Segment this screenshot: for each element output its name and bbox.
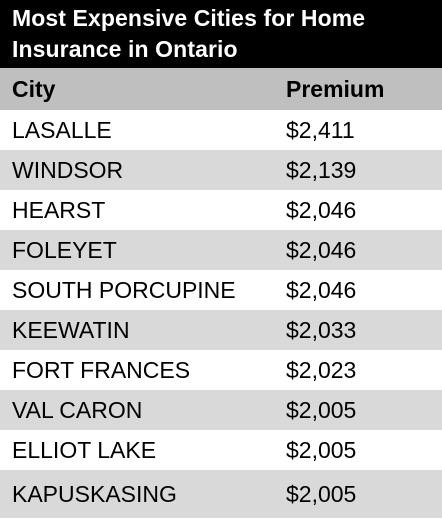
table-row: LASALLE $2,411	[0, 110, 442, 150]
city-cell: ELLIOT LAKE	[12, 436, 157, 463]
premium-cell: $2,046	[286, 276, 357, 303]
city-cell: WINDSOR	[12, 156, 124, 183]
city-cell: SOUTH PORCUPINE	[12, 276, 236, 303]
city-cell: KEEWATIN	[12, 316, 130, 343]
city-cell: HEARST	[12, 196, 106, 223]
table-row: KAPUSKASING $2,005	[0, 470, 442, 518]
table-row: SOUTH PORCUPINE $2,046	[0, 270, 442, 310]
premium-cell: $2,005	[286, 480, 357, 507]
premium-cell: $2,033	[286, 316, 357, 343]
city-cell: VAL CARON	[12, 396, 143, 423]
city-cell: KAPUSKASING	[12, 480, 177, 507]
table-row: FOLEYET $2,046	[0, 230, 442, 270]
premium-cell: $2,411	[286, 116, 355, 143]
table-header-row: City Premium	[0, 68, 442, 110]
premium-cell: $2,023	[286, 356, 357, 383]
city-cell: LASALLE	[12, 116, 112, 143]
table-title-line-2: Insurance in Ontario	[12, 36, 238, 62]
table-row: WINDSOR $2,139	[0, 150, 442, 190]
premium-cell: $2,139	[286, 156, 357, 183]
header-city: City	[12, 75, 56, 102]
premium-cell: $2,046	[286, 196, 357, 223]
premium-cell: $2,046	[286, 236, 357, 263]
premium-cell: $2,005	[286, 396, 357, 423]
header-premium: Premium	[286, 75, 385, 102]
city-cell: FOLEYET	[12, 236, 117, 263]
premium-cell: $2,005	[286, 436, 357, 463]
table-title: Most Expensive Cities for Home Insurance…	[0, 0, 442, 68]
city-cell: FORT FRANCES	[12, 356, 191, 383]
table-row: KEEWATIN $2,033	[0, 310, 442, 350]
table-row: ELLIOT LAKE $2,005	[0, 430, 442, 470]
table-row: HEARST $2,046	[0, 190, 442, 230]
table-row: VAL CARON $2,005	[0, 390, 442, 430]
table-title-line-1: Most Expensive Cities for Home	[12, 5, 366, 31]
premium-table: City Premium LASALLE $2,411 WINDSOR $2,1…	[0, 68, 442, 518]
table-row: FORT FRANCES $2,023	[0, 350, 442, 390]
